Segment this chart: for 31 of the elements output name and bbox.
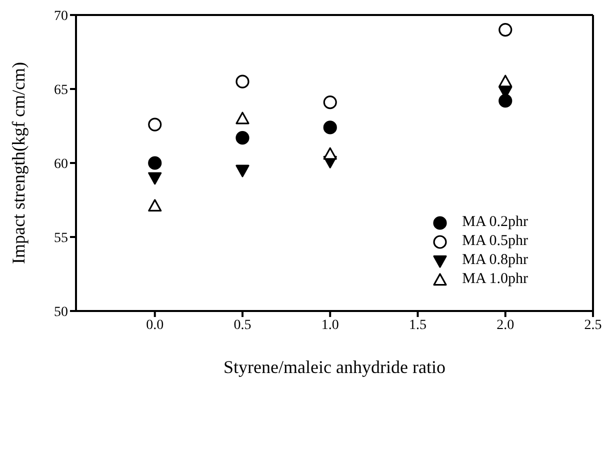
y-tick-label: 55 bbox=[54, 230, 68, 246]
x-tick-label: 1.0 bbox=[321, 318, 339, 333]
legend-label: MA 0.8phr bbox=[462, 252, 528, 269]
x-tick-label: 1.5 bbox=[408, 318, 426, 333]
y-tick-label: 70 bbox=[54, 8, 68, 24]
x-tick-label: 2.5 bbox=[584, 318, 602, 333]
y-tick-label: 50 bbox=[54, 304, 68, 320]
point bbox=[498, 23, 512, 37]
legend-label: MA 0.2phr bbox=[462, 214, 528, 231]
point bbox=[148, 172, 162, 185]
point bbox=[498, 94, 512, 108]
y-tick-label: 60 bbox=[54, 156, 68, 172]
point bbox=[236, 74, 250, 88]
legend-label: MA 1.0phr bbox=[462, 271, 528, 288]
x-tick-label: 0.5 bbox=[234, 318, 252, 333]
point bbox=[323, 120, 337, 134]
x-axis-title: Styrene/maleic anhydride ratio bbox=[224, 357, 446, 377]
point bbox=[323, 96, 337, 110]
point bbox=[323, 147, 337, 160]
point bbox=[236, 112, 250, 124]
x-tick-label: 2.0 bbox=[496, 318, 514, 333]
point bbox=[148, 118, 162, 132]
point bbox=[148, 156, 162, 170]
y-tick-label: 65 bbox=[54, 82, 68, 98]
point bbox=[236, 164, 250, 178]
point bbox=[148, 199, 162, 212]
legend-label: MA 0.5phr bbox=[462, 233, 528, 250]
point bbox=[498, 74, 512, 88]
y-axis-title: Impact strength(kgf cm/cm) bbox=[8, 62, 28, 264]
point bbox=[236, 131, 250, 145]
x-tick-label: 0.0 bbox=[146, 318, 164, 333]
